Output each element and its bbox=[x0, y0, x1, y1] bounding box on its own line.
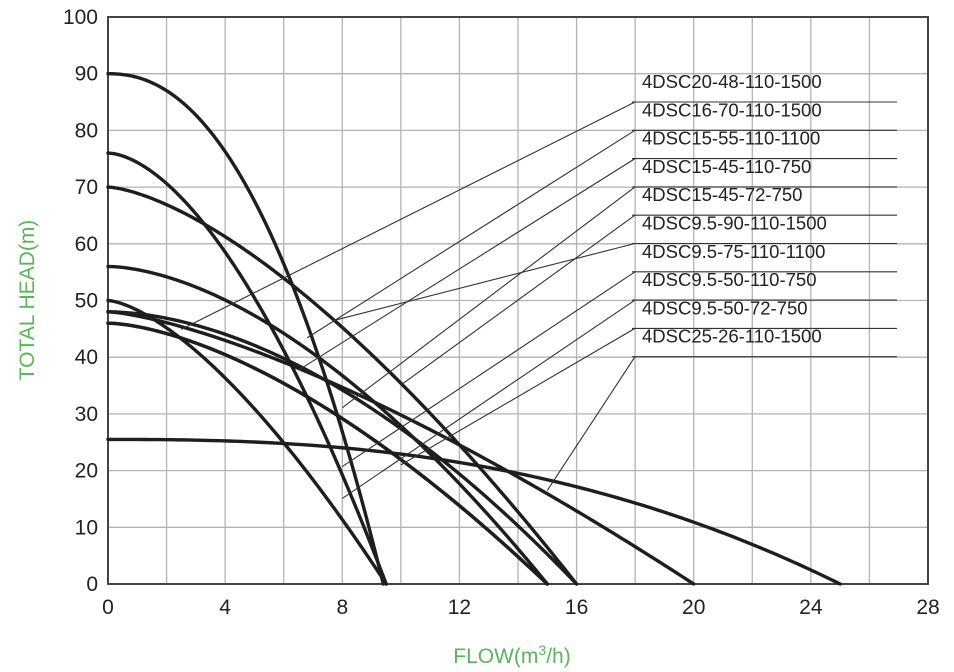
x-tick-label: 24 bbox=[799, 596, 823, 619]
x-tick-label: 0 bbox=[102, 596, 114, 619]
x-tick-label: 16 bbox=[565, 596, 588, 619]
legend-label: 4DSC9.5-90-110-1500 bbox=[642, 213, 827, 234]
y-tick-label: 100 bbox=[63, 6, 98, 29]
leader-line bbox=[298, 158, 636, 371]
y-tick-label: 0 bbox=[86, 573, 98, 596]
leader-lines-group bbox=[180, 101, 636, 499]
y-axis-title: TOTAL HEAD(m) bbox=[16, 220, 39, 381]
leader-line bbox=[341, 186, 636, 409]
legend-label: 4DSC25-26-110-1500 bbox=[642, 326, 822, 347]
x-axis-title-tail: /h) bbox=[546, 645, 571, 668]
leader-line bbox=[400, 327, 636, 466]
leader-line bbox=[400, 214, 636, 386]
y-tick-label: 60 bbox=[75, 233, 98, 256]
legend-label: 4DSC15-55-110-1100 bbox=[642, 128, 820, 149]
curve-4dsc20-48-110-1500 bbox=[106, 310, 696, 586]
y-tick-label: 50 bbox=[75, 290, 98, 313]
legend-label: 4DSC15-45-110-750 bbox=[642, 156, 811, 177]
x-axis-title: FLOW(m3/h) bbox=[453, 642, 570, 668]
leader-line bbox=[341, 299, 636, 499]
leader-line bbox=[180, 101, 636, 330]
y-tick-labels: 0 10 20 30 40 50 60 70 80 90 100 bbox=[63, 6, 98, 596]
y-tick-label: 90 bbox=[75, 63, 98, 86]
curve-4dsc9-5-50-110-750 bbox=[106, 298, 388, 586]
curve-4dsc15-45-72-750 bbox=[106, 310, 579, 586]
y-tick-label: 10 bbox=[75, 516, 98, 539]
leader-line bbox=[546, 356, 636, 491]
curve-4dsc25-26-110-1500 bbox=[106, 437, 842, 586]
leader-line bbox=[336, 242, 636, 321]
y-tick-label: 30 bbox=[75, 403, 98, 426]
curve-4dsc15-55-110-1100 bbox=[106, 264, 549, 586]
y-tick-label: 40 bbox=[75, 346, 98, 369]
legend-label: 4DSC9.5-75-110-1100 bbox=[642, 241, 825, 262]
x-tick-label: 8 bbox=[336, 596, 348, 619]
x-tick-label: 4 bbox=[219, 596, 231, 619]
legend-label: 4DSC15-45-72-750 bbox=[642, 184, 802, 205]
legend-label: 4DSC16-70-110-1500 bbox=[642, 99, 822, 120]
x-tick-label: 12 bbox=[448, 596, 471, 619]
legend-label: 4DSC9.5-50-72-750 bbox=[642, 297, 808, 318]
x-tick-label: 20 bbox=[682, 596, 705, 619]
curves-group bbox=[106, 72, 842, 586]
curve-4dsc9-5-50-72-750 bbox=[106, 321, 549, 586]
leader-line bbox=[306, 129, 636, 339]
x-tick-labels: 0 4 8 12 16 20 24 28 bbox=[102, 596, 940, 619]
y-tick-label: 80 bbox=[75, 119, 98, 142]
y-tick-label: 20 bbox=[75, 460, 98, 483]
legend: 4DSC20-48-110-1500 4DSC16-70-110-1500 4DSC… bbox=[632, 71, 897, 358]
legend-label: 4DSC20-48-110-1500 bbox=[642, 71, 822, 92]
curve-4dsc9-5-75-110-1100 bbox=[106, 151, 388, 586]
x-axis-title-superscript: 3 bbox=[538, 642, 546, 658]
legend-label: 4DSC9.5-50-110-750 bbox=[642, 269, 817, 290]
x-tick-label: 28 bbox=[916, 596, 939, 619]
curve-4dsc16-70-110-1500 bbox=[106, 185, 579, 586]
x-axis-title-main: FLOW(m bbox=[453, 645, 538, 668]
leader-line bbox=[341, 271, 636, 468]
y-tick-label: 70 bbox=[75, 176, 98, 199]
